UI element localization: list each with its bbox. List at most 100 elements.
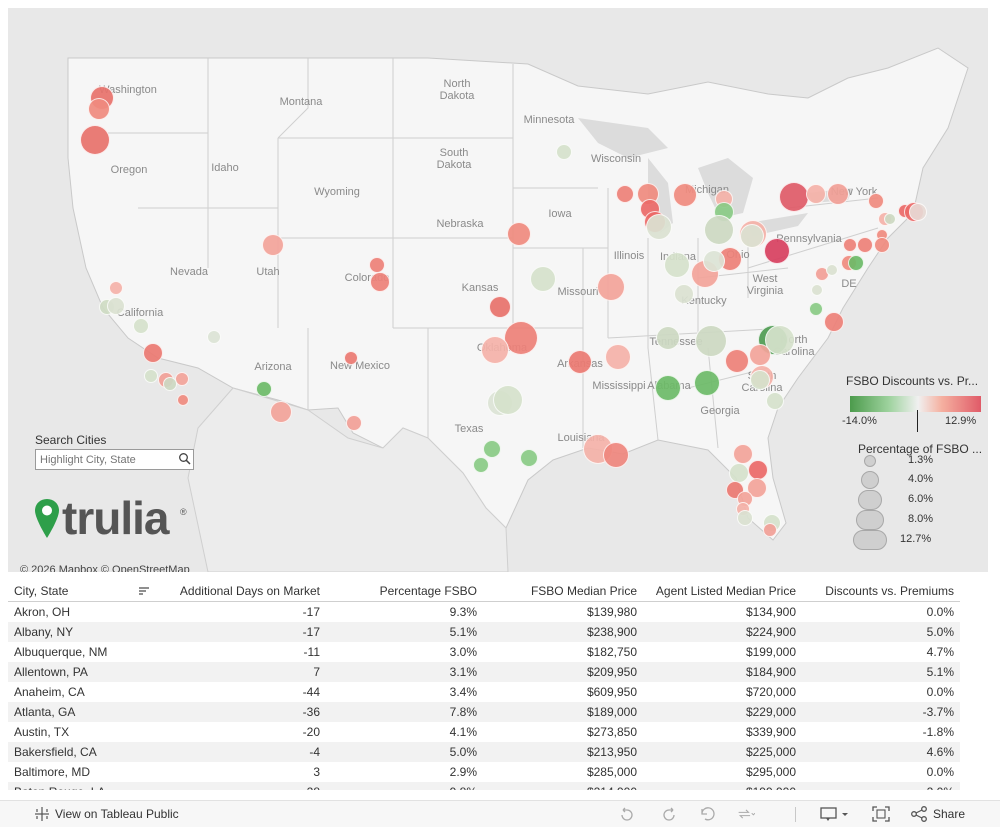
table-row[interactable]: Allentown, PA 7 3.1% $209,950 $184,900 5.1% — [8, 662, 960, 682]
city-bubble[interactable] — [507, 222, 531, 246]
city-bubble[interactable] — [673, 183, 697, 207]
table-row[interactable]: Akron, OH -17 9.3% $139,980 $134,900 0.0% — [8, 602, 960, 622]
city-bubble[interactable] — [843, 238, 857, 252]
city-bubble[interactable] — [740, 224, 764, 248]
city-bubble[interactable] — [733, 444, 753, 464]
city-bubble[interactable] — [646, 214, 672, 240]
col-header-city[interactable]: City, State — [14, 584, 69, 598]
col-header-discounts[interactable]: Discounts vs. Premiums — [825, 584, 954, 598]
city-bubble[interactable] — [694, 370, 720, 396]
table-row[interactable]: Baltimore, MD 3 2.9% $285,000 $295,000 0.0% — [8, 762, 960, 782]
city-bubble[interactable] — [811, 284, 823, 296]
city-bubble[interactable] — [370, 272, 390, 292]
city-bubble[interactable] — [88, 98, 110, 120]
city-bubble[interactable] — [256, 381, 272, 397]
city-bubble[interactable] — [493, 385, 523, 415]
share-icon[interactable] — [910, 806, 928, 822]
city-bubble[interactable] — [530, 266, 556, 292]
fullscreen-icon[interactable] — [872, 806, 890, 822]
city-bubble[interactable] — [346, 415, 362, 431]
col-header-pct-fsbo[interactable]: Percentage FSBO — [379, 584, 477, 598]
city-bubble[interactable] — [763, 523, 777, 537]
city-bubble[interactable] — [605, 344, 631, 370]
city-bubble[interactable] — [603, 442, 629, 468]
sort-icon[interactable] — [138, 586, 150, 596]
city-bubble[interactable] — [874, 237, 890, 253]
share-button[interactable]: Share — [933, 807, 966, 821]
city-bubble[interactable] — [473, 457, 489, 473]
city-bubble[interactable] — [107, 297, 125, 315]
city-bubble[interactable] — [747, 478, 767, 498]
table-body[interactable]: Akron, OH -17 9.3% $139,980 $134,900 0.0% Alba… — [8, 602, 960, 790]
col-header-agent-price[interactable]: Agent Listed Median Price — [655, 584, 796, 598]
comment-dropdown-icon[interactable] — [820, 806, 850, 822]
city-bubble[interactable] — [520, 449, 538, 467]
city-bubble[interactable] — [177, 394, 189, 406]
table-row[interactable]: Atlanta, GA -36 7.8% $189,000 $229,000 -3.7% — [8, 702, 960, 722]
col-header-days[interactable]: Additional Days on Market — [179, 584, 320, 598]
city-bubble[interactable] — [504, 321, 538, 355]
city-bubble[interactable] — [163, 377, 177, 391]
city-bubble[interactable] — [568, 350, 592, 374]
table-row[interactable]: Anaheim, CA -44 3.4% $609,950 $720,000 0.0% — [8, 682, 960, 702]
city-bubble[interactable] — [704, 215, 734, 245]
redo-icon[interactable] — [660, 806, 678, 822]
city-bubble[interactable] — [133, 318, 149, 334]
city-bubble[interactable] — [144, 369, 158, 383]
city-bubble[interactable] — [481, 336, 509, 364]
table-row[interactable]: Baton Rouge, LA 28 9.8% $214,900 $199,900 2.0… — [8, 782, 960, 790]
city-bubble[interactable] — [483, 440, 501, 458]
city-bubble[interactable] — [616, 185, 634, 203]
city-bubble[interactable] — [344, 351, 358, 365]
city-bubble[interactable] — [809, 302, 823, 316]
city-bubble[interactable] — [884, 213, 896, 225]
undo-icon[interactable] — [618, 806, 636, 822]
city-bubble[interactable] — [725, 349, 749, 373]
city-bubble[interactable] — [749, 344, 771, 366]
city-bubble[interactable] — [729, 463, 749, 483]
city-bubble[interactable] — [369, 257, 385, 273]
city-bubble[interactable] — [556, 144, 572, 160]
city-bubble[interactable] — [806, 184, 826, 204]
city-bubble[interactable] — [824, 312, 844, 332]
city-bubble[interactable] — [764, 238, 790, 264]
city-bubble[interactable] — [750, 370, 770, 390]
city-bubble[interactable] — [109, 281, 123, 295]
city-bubble[interactable] — [857, 237, 873, 253]
table-row[interactable]: Bakersfield, CA -4 5.0% $213,950 $225,000 4.6… — [8, 742, 960, 762]
city-bubble[interactable] — [655, 375, 681, 401]
city-bubble[interactable] — [695, 325, 727, 357]
table-row[interactable]: Austin, TX -20 4.1% $273,850 $339,900 -1.8% — [8, 722, 960, 742]
table-row[interactable]: Albuquerque, NM -11 3.0% $182,750 $199,000 4.… — [8, 642, 960, 662]
city-bubble[interactable] — [827, 183, 849, 205]
city-bubble[interactable] — [597, 273, 625, 301]
city-bubble[interactable] — [826, 264, 838, 276]
city-bubble[interactable] — [80, 125, 110, 155]
search-icon[interactable] — [178, 452, 192, 466]
city-bubble[interactable] — [489, 296, 511, 318]
city-bubble[interactable] — [737, 510, 753, 526]
city-bubble[interactable] — [748, 460, 768, 480]
city-bubble[interactable] — [664, 252, 690, 278]
map-view[interactable]: Washington Montana North Dakota Minnesota Ore… — [8, 8, 988, 572]
city-bubble[interactable] — [674, 284, 694, 304]
revert-icon[interactable] — [699, 806, 717, 822]
city-bubble[interactable] — [909, 203, 927, 221]
city-bubble[interactable] — [703, 250, 725, 272]
city-bubble[interactable] — [656, 326, 680, 350]
city-bubble[interactable] — [766, 392, 784, 410]
state-label: Minnesota — [523, 114, 575, 126]
city-bubble[interactable] — [207, 330, 221, 344]
city-bubble[interactable] — [143, 343, 163, 363]
city-bubble[interactable] — [868, 193, 884, 209]
col-header-fsbo-price[interactable]: FSBO Median Price — [530, 584, 637, 598]
city-bubble[interactable] — [848, 255, 864, 271]
search-input[interactable] — [35, 449, 194, 470]
table-row[interactable]: Albany, NY -17 5.1% $238,900 $224,900 5.0% — [8, 622, 960, 642]
view-on-tableau-link[interactable]: View on Tableau Public — [55, 807, 179, 821]
city-bubble[interactable] — [779, 182, 809, 212]
refresh-icon[interactable] — [737, 806, 755, 822]
city-bubble[interactable] — [175, 372, 189, 386]
city-bubble[interactable] — [270, 401, 292, 423]
city-bubble[interactable] — [262, 234, 284, 256]
